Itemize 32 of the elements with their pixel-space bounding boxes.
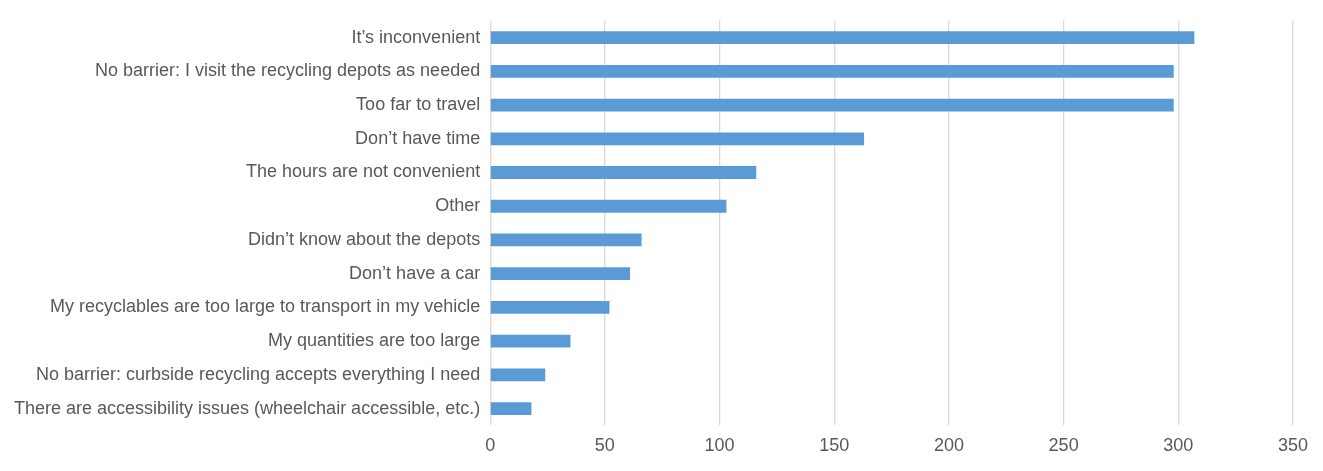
- bar: [490, 199, 727, 213]
- y-tick-label: There are accessibility issues (wheelchair accessible, etc.): [13, 397, 481, 418]
- y-tick-label: Other: [435, 195, 481, 216]
- x-tick-label: 350: [1277, 435, 1309, 456]
- bar: [490, 267, 631, 281]
- bar: [490, 300, 610, 314]
- y-tick-label: Too far to travel: [356, 94, 481, 115]
- x-tick-label: 300: [1163, 435, 1194, 456]
- y-tick-label: Don’t have time: [355, 127, 481, 148]
- bar: [490, 166, 757, 179]
- x-tick-label: 100: [704, 435, 735, 456]
- y-tick-label: No barrier: curbside recycling accepts everything I need: [35, 363, 481, 384]
- bar: [490, 233, 642, 247]
- bar: [490, 98, 1174, 112]
- x-tick-label: 0: [485, 435, 496, 456]
- y-tick-label: It’s inconvenient: [351, 26, 481, 47]
- y-tick-label: The hours are not convenient: [246, 161, 481, 182]
- bar: [490, 132, 865, 146]
- bar: [490, 368, 546, 382]
- bar: [490, 31, 1195, 45]
- bar: [490, 334, 571, 348]
- x-tick-label: 200: [933, 435, 964, 456]
- bar: [490, 402, 532, 415]
- y-tick-label: No barrier: I visit the recycling depots as needed: [94, 60, 481, 81]
- x-tick-label: 50: [594, 435, 615, 456]
- y-tick-label: My quantities are too large: [268, 330, 481, 351]
- bar: [490, 64, 1174, 78]
- x-tick-label: 150: [819, 435, 850, 456]
- y-tick-label: Didn’t know about the depots: [248, 228, 481, 249]
- y-tick-label: Don’t have a car: [349, 262, 481, 283]
- x-tick-label: 250: [1048, 435, 1079, 456]
- y-tick-label: My recyclables are too large to transport in my vehicle: [49, 296, 481, 317]
